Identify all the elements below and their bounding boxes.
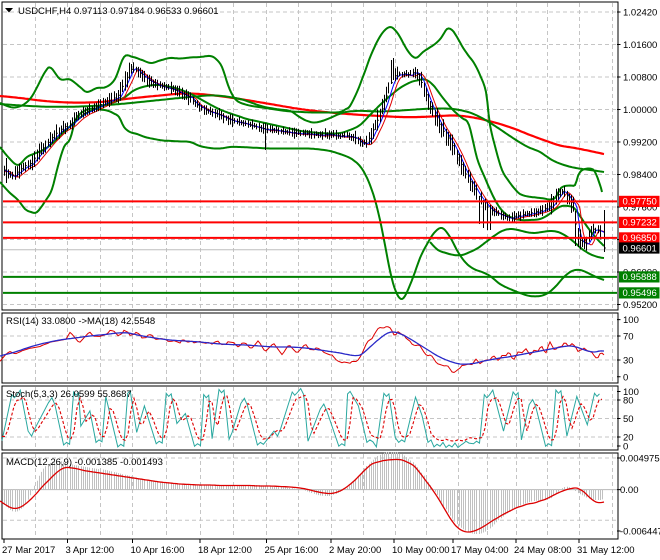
svg-text:10 Apr 16:00: 10 Apr 16:00 (131, 545, 185, 556)
svg-text:1.00800: 1.00800 (623, 73, 657, 84)
svg-text:100: 100 (623, 315, 639, 326)
svg-text:0.004975: 0.004975 (620, 454, 660, 465)
svg-text:10 May 00:00: 10 May 00:00 (392, 545, 450, 556)
svg-text:50: 50 (623, 414, 634, 425)
svg-text:0.00: 0.00 (620, 485, 639, 496)
svg-text:0.95496: 0.95496 (623, 288, 657, 299)
svg-text:-0.006447: -0.006447 (620, 527, 660, 538)
svg-text:20: 20 (623, 433, 634, 444)
svg-text:0.96850: 0.96850 (623, 233, 657, 244)
svg-text:RSI(14) 33.0800 ->MA(18) 42.5: RSI(14) 33.0800 ->MA(18) 42.5548 (6, 316, 155, 327)
svg-text:18 Apr 12:00: 18 Apr 12:00 (198, 545, 252, 556)
svg-text:Stoch(5,3,3) 26.0599 55.8687: Stoch(5,3,3) 26.0599 55.8687 (6, 389, 132, 400)
svg-text:27 Mar 2017: 27 Mar 2017 (2, 545, 55, 556)
svg-text:0.95888: 0.95888 (623, 272, 657, 283)
svg-text:1.01600: 1.01600 (623, 40, 657, 51)
svg-text:80: 80 (623, 396, 634, 407)
svg-text:MACD(12,26,9) -0.001385 -0.001: MACD(12,26,9) -0.001385 -0.001493 (6, 457, 163, 468)
svg-text:1.02420: 1.02420 (623, 8, 657, 19)
svg-text:0.99200: 0.99200 (623, 138, 657, 149)
svg-text:30: 30 (623, 356, 634, 367)
svg-text:0.95200: 0.95200 (623, 300, 657, 311)
svg-text:17 May 04:00: 17 May 04:00 (451, 545, 509, 556)
svg-text:0.96601: 0.96601 (623, 243, 657, 254)
svg-text:0.98400: 0.98400 (623, 170, 657, 181)
svg-text:3 Apr 12:00: 3 Apr 12:00 (66, 545, 115, 556)
svg-text:0: 0 (623, 372, 628, 383)
svg-text:0.97750: 0.97750 (623, 197, 657, 208)
svg-text:1.00000: 1.00000 (623, 105, 657, 116)
svg-text:70: 70 (623, 332, 634, 343)
svg-text:2 May 20:00: 2 May 20:00 (329, 545, 381, 556)
svg-text:USDCHF,H4 0.97113 0.97184 0.9: USDCHF,H4 0.97113 0.97184 0.96533 0.9660… (18, 6, 219, 17)
svg-text:31 May 12:00: 31 May 12:00 (577, 545, 635, 556)
svg-text:100: 100 (623, 387, 639, 398)
svg-text:0.97232: 0.97232 (623, 218, 657, 229)
svg-text:24 May 08:00: 24 May 08:00 (514, 545, 572, 556)
svg-text:25 Apr 16:00: 25 Apr 16:00 (265, 545, 319, 556)
svg-text:0: 0 (623, 442, 628, 453)
svg-text:0.97600: 0.97600 (623, 203, 657, 214)
